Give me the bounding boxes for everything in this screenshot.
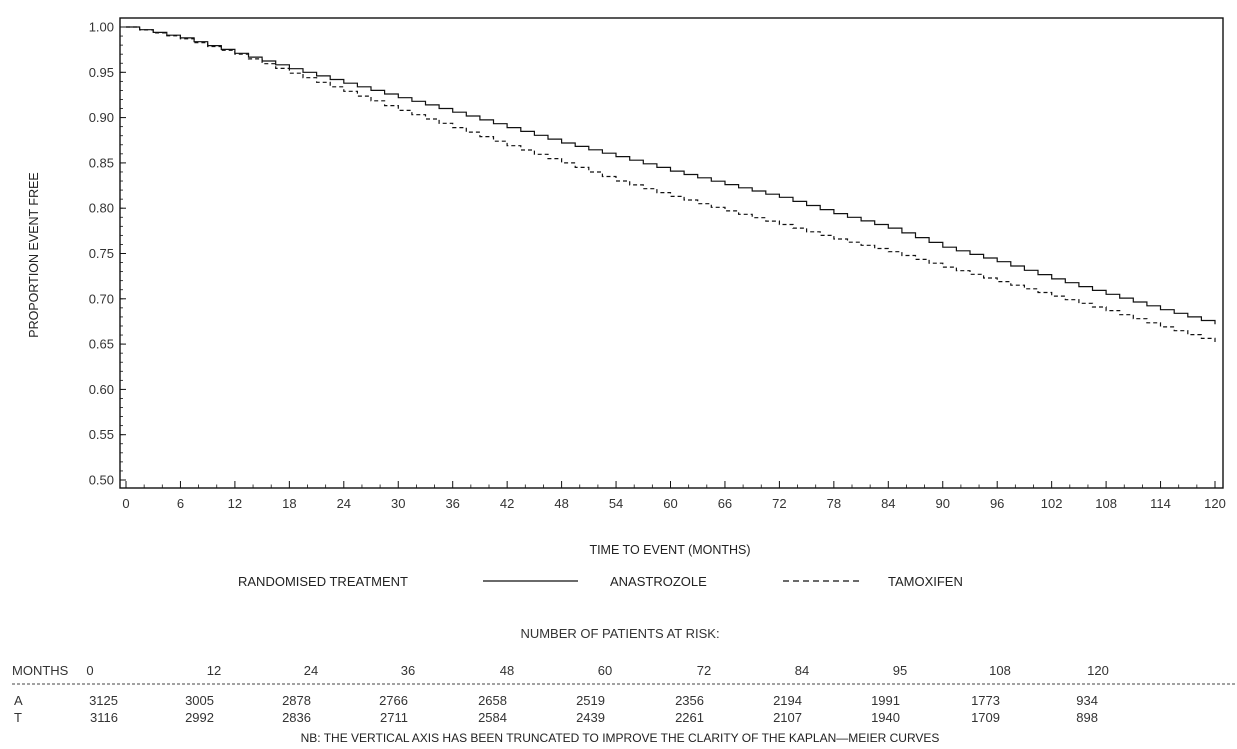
y-axis-title: PROPORTION EVENT FREE bbox=[27, 172, 41, 338]
y-tick-label: 0.55 bbox=[89, 427, 114, 442]
x-tick-label: 114 bbox=[1150, 496, 1171, 511]
series-line-anastrozole bbox=[126, 26, 1216, 325]
legend-label-anastrozole: ANASTROZOLE bbox=[610, 574, 707, 589]
risk-cell-t: 1940 bbox=[871, 710, 900, 725]
x-tick-label: 72 bbox=[772, 496, 786, 511]
x-tick-label: 84 bbox=[881, 496, 895, 511]
risk-cell-t: 2992 bbox=[185, 710, 214, 725]
y-tick-label: 0.85 bbox=[89, 155, 114, 170]
risk-table: NUMBER OF PATIENTS AT RISK: MONTHS A T 0… bbox=[12, 626, 1235, 725]
risk-month-header: 72 bbox=[697, 663, 711, 678]
risk-month-header: 60 bbox=[598, 663, 612, 678]
risk-month-header: 84 bbox=[795, 663, 809, 678]
y-tick-label: 0.70 bbox=[89, 291, 114, 306]
risk-months-label: MONTHS bbox=[12, 663, 69, 678]
x-axis-title: TIME TO EVENT (MONTHS) bbox=[589, 543, 750, 557]
x-tick-label: 24 bbox=[337, 496, 351, 511]
x-tick-label: 30 bbox=[391, 496, 405, 511]
risk-cell-a: 3125 bbox=[89, 693, 118, 708]
x-tick-label: 78 bbox=[827, 496, 841, 511]
y-tick-label: 0.75 bbox=[89, 246, 114, 261]
risk-cell-t: 2584 bbox=[478, 710, 507, 725]
y-axis: 0.50 0.55 0.60 0.65 0.70 0.75 0.80 0.85 0.90 0.95… bbox=[89, 20, 126, 488]
y-tick-label: 0.60 bbox=[89, 382, 114, 397]
x-tick-label: 36 bbox=[445, 496, 459, 511]
y-tick-label: 0.50 bbox=[89, 473, 114, 488]
risk-cell-a: 3005 bbox=[185, 693, 214, 708]
x-tick-label: 90 bbox=[936, 496, 950, 511]
risk-cell-a: 2766 bbox=[379, 693, 408, 708]
risk-month-header: 95 bbox=[893, 663, 907, 678]
risk-row-label-t: T bbox=[14, 710, 22, 725]
risk-cell-a: 1773 bbox=[971, 693, 1000, 708]
x-tick-label: 6 bbox=[177, 496, 184, 511]
risk-cell-t: 2836 bbox=[282, 710, 311, 725]
risk-month-header: 0 bbox=[86, 663, 93, 678]
x-tick-label: 18 bbox=[282, 496, 296, 511]
x-tick-label: 108 bbox=[1095, 496, 1117, 511]
risk-cell-a: 934 bbox=[1076, 693, 1098, 708]
risk-cell-t: 3116 bbox=[90, 710, 118, 725]
x-tick-label: 60 bbox=[663, 496, 677, 511]
x-tick-label: 48 bbox=[554, 496, 568, 511]
risk-month-header: 108 bbox=[989, 663, 1011, 678]
x-tick-label: 54 bbox=[609, 496, 623, 511]
y-tick-label: 1.00 bbox=[89, 20, 114, 35]
y-tick-label: 0.95 bbox=[89, 65, 114, 80]
risk-cell-a: 2356 bbox=[675, 693, 704, 708]
risk-cell-t: 2439 bbox=[576, 710, 605, 725]
risk-cell-t: 2711 bbox=[380, 710, 408, 725]
legend: RANDOMISED TREATMENT ANASTROZOLE TAMOXIF… bbox=[238, 574, 963, 589]
risk-month-header: 24 bbox=[304, 663, 318, 678]
risk-cell-a: 2658 bbox=[478, 693, 507, 708]
risk-row-label-a: A bbox=[14, 693, 23, 708]
x-tick-label: 96 bbox=[990, 496, 1004, 511]
risk-cell-t: 1709 bbox=[971, 710, 1000, 725]
risk-table-title: NUMBER OF PATIENTS AT RISK: bbox=[520, 626, 719, 641]
legend-label-tamoxifen: TAMOXIFEN bbox=[888, 574, 963, 589]
x-tick-label: 102 bbox=[1041, 496, 1063, 511]
legend-title: RANDOMISED TREATMENT bbox=[238, 574, 408, 589]
risk-cell-a: 1991 bbox=[871, 693, 900, 708]
series-line-tamoxifen bbox=[126, 26, 1216, 343]
x-axis: 0 6 12 18 24 30 36 42 48 54 60 66 72 78 84 90 96 102 108 11… bbox=[122, 481, 1226, 511]
x-tick-label: 0 bbox=[122, 496, 129, 511]
risk-month-header: 48 bbox=[500, 663, 514, 678]
risk-month-header: 36 bbox=[401, 663, 415, 678]
risk-cell-a: 2194 bbox=[773, 693, 802, 708]
y-tick-label: 0.80 bbox=[89, 201, 114, 216]
y-tick-label: 0.90 bbox=[89, 110, 114, 125]
y-tick-label: 0.65 bbox=[89, 337, 114, 352]
x-tick-label: 12 bbox=[228, 496, 242, 511]
risk-cell-a: 2519 bbox=[576, 693, 605, 708]
x-tick-label: 66 bbox=[718, 496, 732, 511]
truncation-note: NB: THE VERTICAL AXIS HAS BEEN TRUNCATED… bbox=[301, 731, 940, 745]
risk-month-header: 120 bbox=[1087, 663, 1109, 678]
risk-cell-t: 898 bbox=[1076, 710, 1098, 725]
x-tick-label: 42 bbox=[500, 496, 514, 511]
plot-frame bbox=[119, 17, 1224, 489]
risk-cell-t: 2107 bbox=[773, 710, 802, 725]
risk-cell-t: 2261 bbox=[675, 710, 704, 725]
x-tick-label: 120 bbox=[1204, 496, 1226, 511]
series-layer bbox=[126, 26, 1216, 343]
risk-month-header: 12 bbox=[207, 663, 221, 678]
risk-cell-a: 2878 bbox=[282, 693, 311, 708]
